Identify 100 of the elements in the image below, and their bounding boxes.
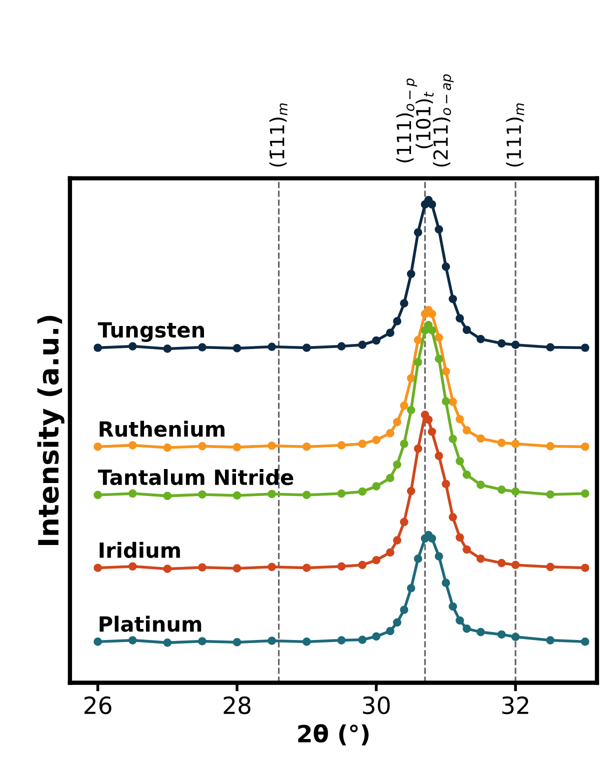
point [163,492,172,500]
point [428,534,436,543]
point [163,444,172,452]
point [128,636,137,644]
point [448,602,458,611]
point [414,228,422,237]
point [428,200,436,209]
series-label: Platinum [100,616,202,632]
point [511,340,520,350]
point [580,442,590,451]
point [268,562,276,572]
point [400,518,408,526]
point [337,489,346,498]
point [456,415,464,424]
point [442,480,450,488]
point [128,441,137,450]
point [302,564,311,572]
text: (111)$_{o−p}$ (101)$_{t}$ (211)$_{o−ap}$ [396,74,454,167]
point [428,310,436,318]
point [406,374,416,382]
point [372,482,380,490]
point [268,442,276,450]
point [400,606,408,614]
point [392,618,402,627]
series-label: Tantalum Nitride [98,469,294,486]
point [462,426,471,434]
point [497,438,506,448]
point [232,344,242,352]
point [462,326,471,334]
point [337,562,346,571]
point [128,342,137,350]
point [128,489,137,498]
point [497,339,506,348]
point [337,441,346,450]
point [302,442,311,451]
point [414,444,422,453]
ref-line-label: (111)$_{m}$ [506,103,524,167]
point [163,638,172,647]
point [337,342,346,350]
point [428,326,436,335]
x-tick-label: 32 [502,696,528,714]
point [428,428,436,436]
point [392,536,402,545]
point [94,638,102,646]
point [406,270,416,278]
point [580,564,590,572]
point [442,397,450,406]
point [546,562,554,572]
point [414,554,422,563]
point [434,225,444,234]
point [386,626,394,636]
series-label: Iridium [100,542,180,558]
point [386,548,394,557]
point [372,556,380,564]
point [406,584,416,592]
point [434,354,444,364]
point [198,490,206,499]
point [462,470,471,479]
point [372,336,380,345]
point [442,367,450,376]
point [372,436,380,444]
point [511,632,520,642]
point [392,317,402,326]
point [386,474,394,482]
point [476,434,485,443]
point [268,342,276,351]
point [424,416,433,424]
point [406,486,416,496]
point [546,636,554,644]
point [358,440,367,448]
point [546,490,554,499]
ref-line-label: (1̄11)$_{m}$ [269,103,288,167]
point [497,630,506,639]
point [400,440,408,448]
point [268,636,276,645]
point [580,344,590,352]
point [94,344,102,352]
point [268,490,276,498]
point [456,457,464,466]
point [392,418,402,426]
point [232,443,242,452]
point [198,442,206,450]
series-label: Ruthenium [100,420,224,437]
point [400,402,408,410]
point [163,344,172,353]
point [386,429,394,438]
point [511,487,520,496]
point [232,564,242,573]
point [442,262,450,271]
point [456,314,464,322]
point [456,533,464,542]
point [448,513,458,522]
point [337,636,346,644]
point [372,632,380,641]
point [400,299,408,308]
point [198,343,206,352]
series-label: Tungsten [98,322,204,342]
point [448,398,458,406]
point [456,616,464,625]
point [448,434,458,444]
